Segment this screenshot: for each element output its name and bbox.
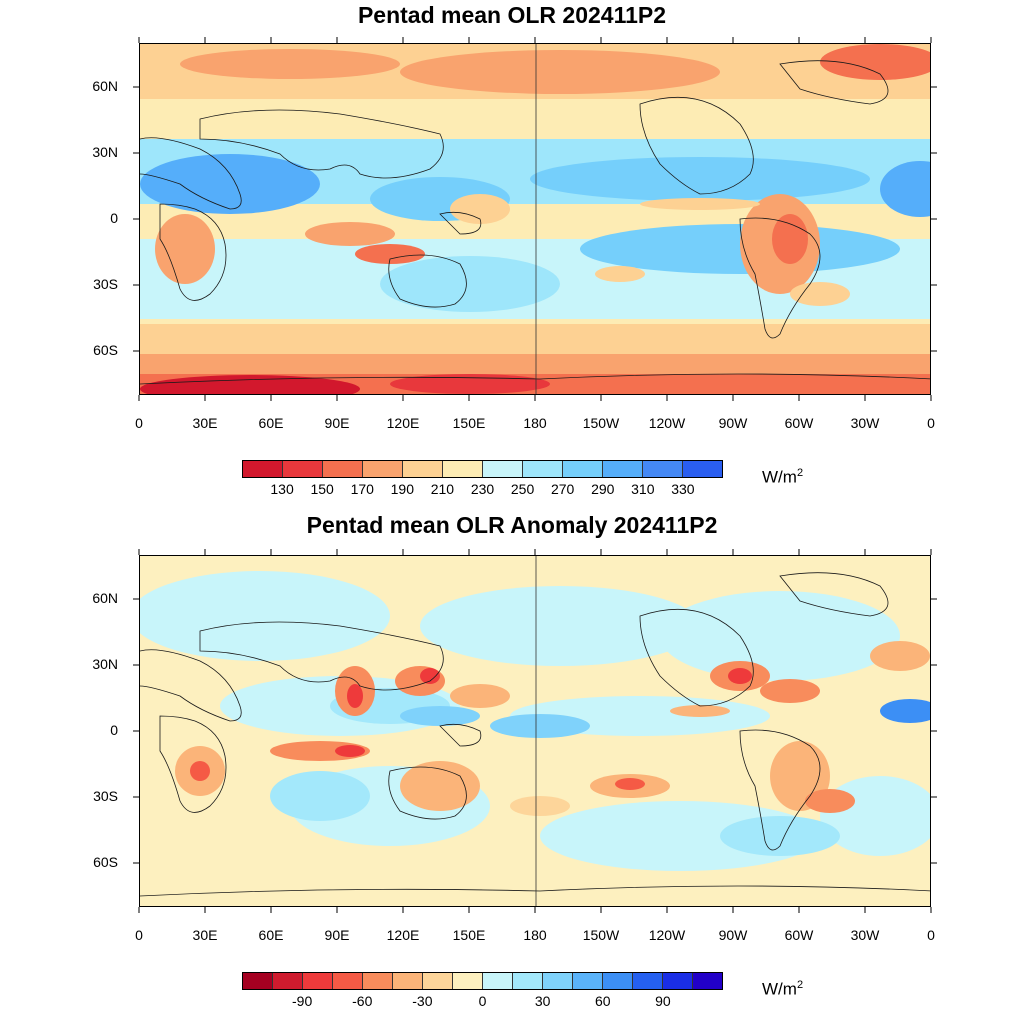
- lat-label-60s: 60S: [93, 342, 118, 358]
- lon-label: 180: [523, 927, 547, 943]
- lon-label: 120E: [386, 415, 420, 431]
- colorbar-tick-label: 90: [655, 993, 671, 1009]
- lon-label: 0: [927, 927, 935, 943]
- lon-label: 150W: [582, 927, 620, 943]
- lon-label: 90E: [324, 415, 350, 431]
- lon-label: 60W: [784, 927, 814, 943]
- colorbar-swatch: [423, 973, 453, 989]
- colorbar-tick-label: 290: [591, 481, 615, 497]
- colorbar-swatch: [573, 973, 603, 989]
- colorbar-swatch: [603, 973, 633, 989]
- lon-label: 0: [927, 415, 935, 431]
- colorbar-tick-label: 150: [310, 481, 334, 497]
- lat-label-60s: 60S: [93, 854, 118, 870]
- colorbar-swatch: [663, 973, 693, 989]
- colorbar-swatch: [273, 973, 303, 989]
- colorbar-tick-label: 190: [390, 481, 414, 497]
- lon-label: 90W: [718, 415, 748, 431]
- colorbar-swatch: [453, 973, 483, 989]
- lon-label: 150E: [452, 415, 486, 431]
- colorbar-tick-label: -30: [412, 993, 433, 1009]
- colorbar-swatch: [323, 461, 363, 477]
- colorbar-tick-label: -60: [352, 993, 373, 1009]
- olr-mean-colorbar: [242, 460, 723, 478]
- lon-label: 90W: [718, 927, 748, 943]
- colorbar-swatch: [513, 973, 543, 989]
- lat-label-eq: 0: [110, 722, 118, 738]
- colorbar-swatch: [403, 461, 443, 477]
- lon-label: 30W: [850, 927, 880, 943]
- colorbar-tick-label: 130: [270, 481, 294, 497]
- colorbar-tick-label: 310: [631, 481, 655, 497]
- colorbar-tick-label: 250: [510, 481, 535, 497]
- olr-anomaly-field: [140, 556, 930, 906]
- colorbar-swatch: [243, 461, 283, 477]
- colorbar-tick-label: 230: [470, 481, 495, 497]
- colorbar-swatch: [693, 973, 722, 989]
- colorbar-tick-label: 60: [594, 993, 611, 1009]
- colorbar-swatch: [303, 973, 333, 989]
- lon-label: 180: [523, 415, 547, 431]
- colorbar-swatch: [333, 973, 363, 989]
- colorbar-swatch: [443, 461, 483, 477]
- lon-label: 120W: [648, 927, 686, 943]
- lon-label: 60E: [258, 927, 284, 943]
- lon-label: 60E: [258, 415, 284, 431]
- colorbar-swatch: [363, 461, 403, 477]
- lon-label: 30E: [192, 415, 218, 431]
- colorbar-swatch: [243, 973, 273, 989]
- colorbar-swatch: [563, 461, 603, 477]
- colorbar-unit: W/m2: [762, 979, 804, 999]
- lat-label-60n: 60N: [92, 78, 118, 94]
- colorbar-swatch: [483, 973, 513, 989]
- lon-label: 150E: [452, 927, 486, 943]
- colorbar-swatch: [483, 461, 523, 477]
- colorbar-swatch: [633, 973, 663, 989]
- lon-label: 30W: [850, 415, 880, 431]
- lat-label-30n: 30N: [92, 144, 118, 160]
- lon-label: 0: [135, 927, 143, 943]
- lat-label-30s: 30S: [93, 276, 118, 292]
- colorbar-swatch: [283, 461, 323, 477]
- colorbar-unit: W/m2: [762, 467, 804, 487]
- colorbar-swatch: [393, 973, 423, 989]
- lon-label: 120W: [648, 415, 686, 431]
- colorbar-tick-label: 170: [350, 481, 374, 497]
- colorbar-swatch: [683, 461, 722, 477]
- colorbar-tick-label: 30: [534, 993, 551, 1009]
- lat-label-eq: 0: [110, 210, 118, 226]
- colorbar-tick-label: 270: [550, 481, 575, 497]
- colorbar-swatch: [603, 461, 643, 477]
- lon-label: 60W: [784, 415, 814, 431]
- lon-label: 0: [135, 415, 143, 431]
- colorbar-swatch: [643, 461, 683, 477]
- lat-label-30s: 30S: [93, 788, 118, 804]
- bottom-map-title: Pentad mean OLR Anomaly 202411P2: [306, 512, 718, 538]
- lon-label: 120E: [386, 927, 420, 943]
- colorbar-tick-label: 0: [478, 993, 487, 1009]
- lat-label-60n: 60N: [92, 590, 118, 606]
- colorbar-swatch: [543, 973, 573, 989]
- colorbar-swatch: [523, 461, 563, 477]
- top-map-title: Pentad mean OLR 202411P2: [357, 2, 667, 28]
- lat-label-30n: 30N: [92, 656, 118, 672]
- olr-mean-map: [139, 43, 931, 395]
- lon-label: 30E: [192, 927, 218, 943]
- colorbar-tick-label: -90: [292, 993, 313, 1009]
- olr-anomaly-colorbar: [242, 972, 723, 990]
- colorbar-swatch: [363, 973, 393, 989]
- olr-mean-field: [140, 44, 930, 394]
- olr-anomaly-map: [139, 555, 931, 907]
- colorbar-tick-label: 330: [671, 481, 695, 497]
- lon-label: 150W: [582, 415, 620, 431]
- colorbar-tick-label: 210: [430, 481, 455, 497]
- lon-label: 90E: [324, 927, 350, 943]
